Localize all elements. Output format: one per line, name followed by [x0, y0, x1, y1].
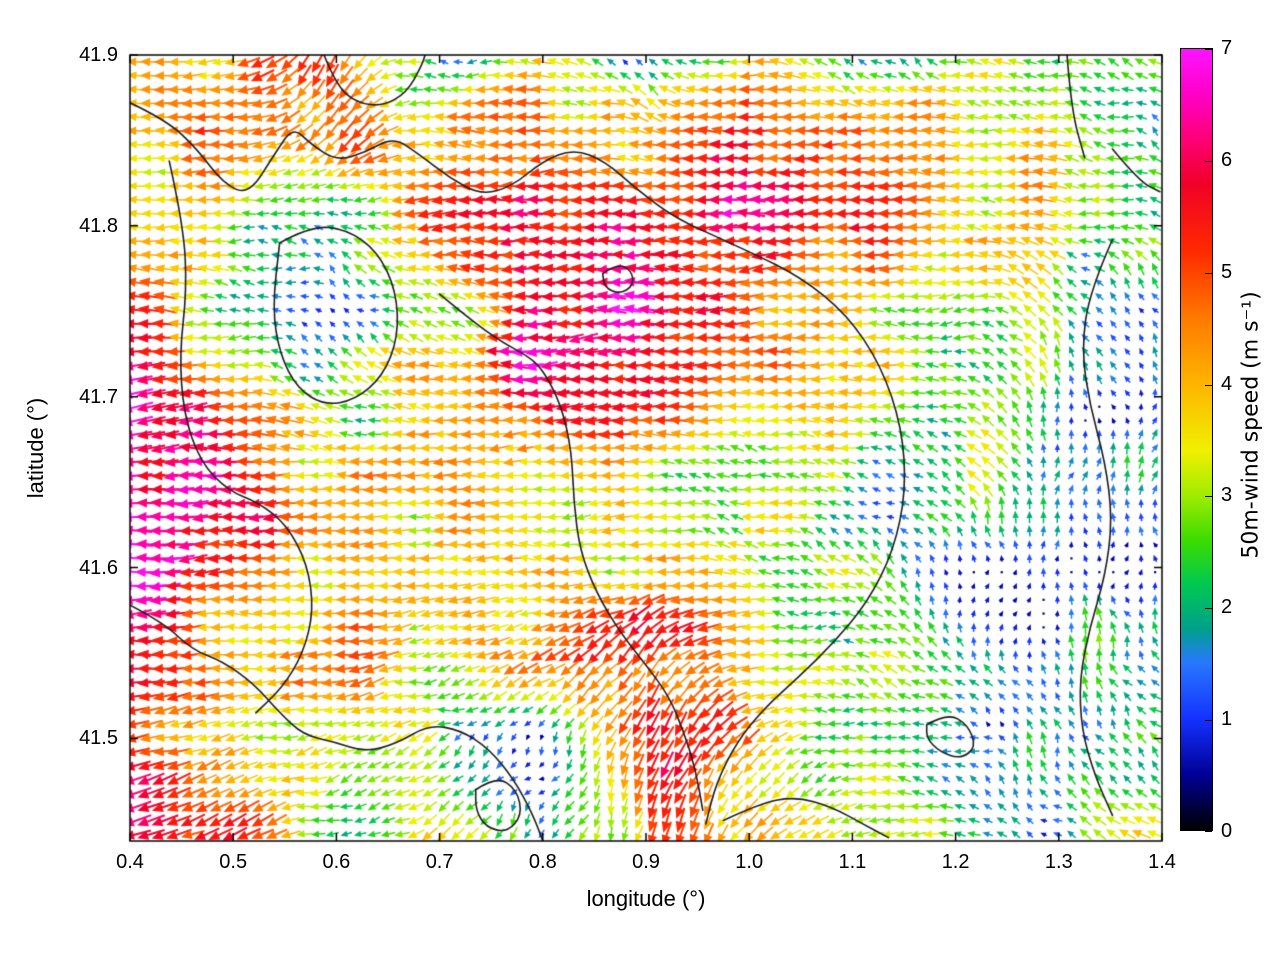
y-axis-label: latitude (°): [23, 397, 48, 499]
x-tick-label: 1.0: [735, 851, 764, 873]
x-tick-label: 1.4: [1148, 851, 1176, 873]
colorbar-tick-label: 3: [1221, 484, 1233, 507]
colorbar-tick-label: 0: [1221, 820, 1233, 842]
y-tick-label: 41.6: [79, 556, 118, 579]
x-tick-label: 0.7: [425, 851, 454, 873]
y-tick-label: 41.9: [79, 44, 118, 66]
colorbar-tick-label: 2: [1221, 596, 1233, 619]
colorbar-tick-label: 1: [1221, 708, 1233, 731]
colorbar-tickmark: [1205, 272, 1212, 274]
x-axis-label: longitude (°): [586, 886, 706, 911]
colorbar-tick-label: 6: [1221, 148, 1233, 171]
colorbar-tickmark: [1205, 160, 1212, 162]
x-tick-label: 0.8: [528, 851, 557, 873]
colorbar-tick-label: 7: [1221, 37, 1233, 59]
x-tick-label: 1.2: [941, 851, 970, 873]
colorbar-tickmark: [1205, 720, 1212, 722]
x-tick-label: 0.6: [322, 851, 351, 873]
colorbar-label: 50m-wind speed (m s⁻¹): [1238, 291, 1264, 559]
x-tick-label: 0.9: [632, 851, 660, 873]
colorbar-tickmark: [1205, 831, 1212, 832]
x-tick-label: 1.3: [1044, 851, 1073, 873]
x-tick-label: 0.5: [219, 851, 248, 873]
y-tick-label: 41.7: [79, 385, 118, 408]
colorbar-tickmark: [1205, 608, 1212, 610]
x-tick-label: 1.1: [838, 851, 867, 873]
colorbar-tickmark: [1205, 496, 1212, 498]
colorbar-tickmark: [1205, 384, 1212, 386]
colorbar-tick-label: 4: [1221, 372, 1233, 395]
colorbar-tick-label: 5: [1221, 260, 1233, 283]
colorbar-tickmark: [1205, 49, 1212, 50]
colorbar-gradient: [1180, 48, 1213, 832]
x-tick-label: 0.4: [116, 851, 144, 873]
y-tick-label: 41.8: [79, 214, 118, 237]
y-tick-label: 41.5: [79, 727, 118, 750]
